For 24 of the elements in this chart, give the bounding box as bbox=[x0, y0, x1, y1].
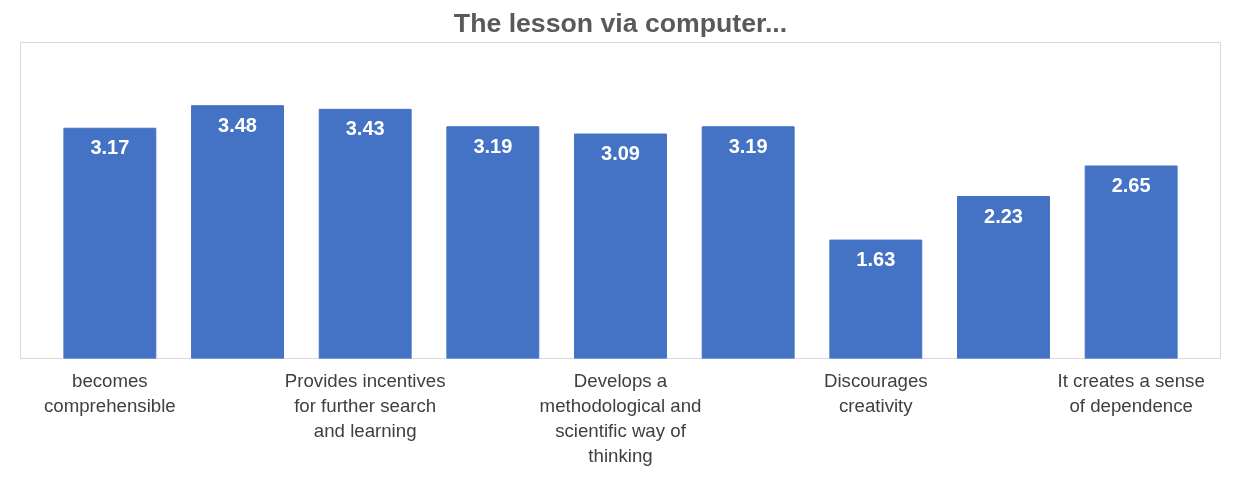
data-label: 3.43 bbox=[345, 117, 385, 140]
bar bbox=[1084, 165, 1178, 359]
bar bbox=[574, 133, 667, 359]
bar bbox=[191, 105, 284, 359]
bar bbox=[701, 126, 795, 359]
data-label: 3.19 bbox=[473, 134, 513, 157]
x-tick-label: becomes comprehensible bbox=[44, 369, 176, 416]
bar bbox=[63, 127, 157, 359]
data-label: 3.48 bbox=[218, 113, 257, 136]
data-label: 2.23 bbox=[984, 204, 1023, 227]
bar bbox=[318, 108, 412, 359]
x-tick-label: Develops a methodological and scientific way of thinking bbox=[539, 369, 702, 467]
bar bbox=[957, 196, 1050, 359]
data-label: 3.19 bbox=[728, 134, 768, 157]
chart-title: The lesson via computer... bbox=[453, 7, 788, 38]
x-tick-label: It creates a sense of dependence bbox=[1057, 369, 1205, 416]
x-tick-label: Provides incentives for further search and learning bbox=[284, 369, 446, 441]
x-tick-label: Discourages creativity bbox=[823, 369, 928, 416]
bar bbox=[446, 126, 540, 359]
data-label: 3.17 bbox=[90, 136, 130, 159]
data-label: 3.09 bbox=[601, 142, 640, 165]
data-label: 1.63 bbox=[856, 248, 896, 271]
data-label: 2.65 bbox=[1111, 173, 1151, 196]
bar bbox=[829, 239, 923, 359]
